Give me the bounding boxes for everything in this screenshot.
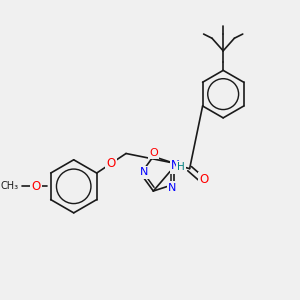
Text: CH₃: CH₃ — [1, 181, 19, 191]
Text: O: O — [149, 148, 158, 158]
Text: H: H — [177, 162, 185, 172]
Text: O: O — [106, 157, 115, 170]
Text: N: N — [140, 167, 148, 177]
Text: N: N — [171, 159, 180, 172]
Text: N: N — [168, 183, 176, 193]
Text: O: O — [200, 173, 209, 186]
Text: O: O — [32, 180, 40, 193]
